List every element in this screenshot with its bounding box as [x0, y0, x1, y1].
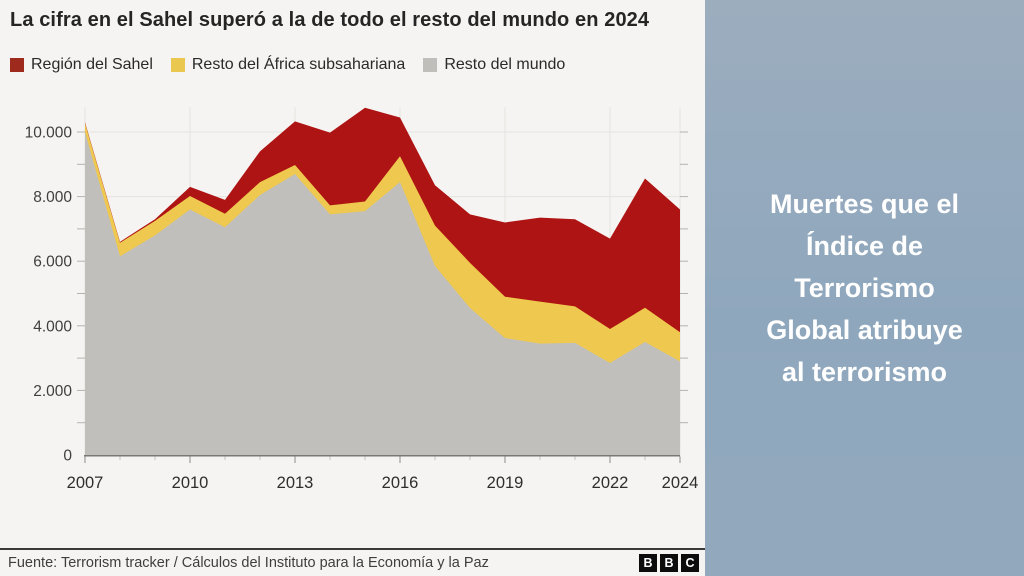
svg-text:8.000: 8.000 — [33, 189, 72, 206]
legend-swatch-subsaharan-africa — [170, 57, 185, 72]
legend-label-subsaharan-africa: Resto del África subsahariana — [191, 55, 406, 73]
svg-text:6.000: 6.000 — [33, 253, 72, 270]
caption-line: Terrorismo — [794, 273, 935, 303]
chart-legend: Región del Sahel Resto del África subsah… — [10, 56, 705, 74]
source-footer: Fuente: Terrorism tracker / Cálculos del… — [0, 548, 705, 576]
caption-line: Global atribuye — [766, 315, 963, 345]
svg-text:4.000: 4.000 — [33, 318, 72, 335]
svg-text:0: 0 — [63, 447, 72, 464]
stacked-area-chart: 0 2.000 4.000 6.000 8.000 10.000 2007 2010 2013 2… — [25, 106, 699, 492]
bbc-logo-block-c: C — [681, 554, 699, 572]
svg-text:2024: 2024 — [662, 474, 699, 492]
legend-swatch-rest-of-world — [423, 57, 438, 72]
svg-text:2019: 2019 — [487, 474, 524, 492]
caption-text: Muertes que el Índice de Terrorismo Glob… — [715, 183, 1015, 393]
svg-text:10.000: 10.000 — [25, 124, 73, 141]
legend-item-subsaharan-africa: Resto del África subsahariana — [170, 55, 406, 74]
legend-item-rest-of-world: Resto del mundo — [423, 56, 565, 74]
caption-line: al terrorismo — [781, 357, 948, 387]
svg-text:2022: 2022 — [592, 474, 629, 492]
bbc-logo-block-b1: B — [639, 554, 657, 572]
caption-panel: Muertes que el Índice de Terrorismo Glob… — [705, 0, 1024, 576]
svg-text:2013: 2013 — [277, 474, 314, 492]
caption-line: Índice de — [805, 231, 924, 261]
svg-text:2.000: 2.000 — [33, 382, 72, 399]
chart-panel: La cifra en el Sahel superó a la de todo… — [0, 0, 705, 576]
svg-text:2007: 2007 — [67, 474, 104, 492]
legend-label-sahel: Región del Sahel — [31, 55, 153, 73]
svg-text:2010: 2010 — [172, 474, 209, 492]
caption-line: Muertes que el — [769, 189, 960, 219]
source-text: Fuente: Terrorism tracker / Cálculos del… — [8, 555, 489, 571]
legend-swatch-sahel — [10, 57, 24, 72]
chart-title: La cifra en el Sahel superó a la de todo… — [10, 9, 650, 31]
bbc-logo: B B C — [639, 554, 699, 572]
svg-text:2016: 2016 — [382, 474, 419, 492]
legend-label-rest-of-world: Resto del mundo — [444, 55, 566, 73]
legend-item-sahel: Región del Sahel — [10, 56, 153, 74]
bbc-logo-block-b2: B — [660, 554, 678, 572]
